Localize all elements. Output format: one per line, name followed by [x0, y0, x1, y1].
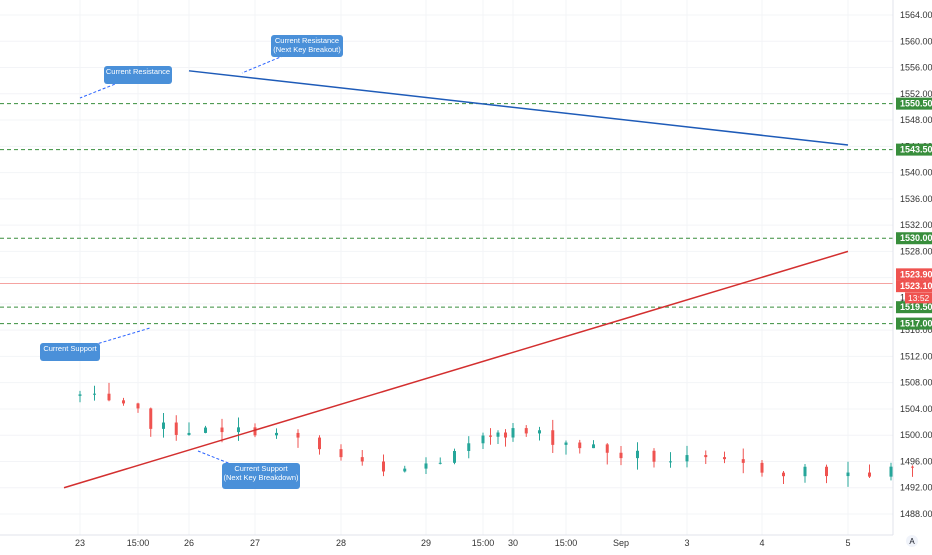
candle-body [318, 438, 321, 450]
level-price-label: 1530.00 [900, 233, 932, 243]
candle-body [162, 423, 165, 429]
candle-body [137, 403, 140, 408]
candle-body [149, 408, 152, 428]
candle-body [275, 433, 278, 435]
auto-scale-label[interactable]: A [909, 537, 915, 546]
y-tick-label: 1540.00 [900, 168, 932, 178]
candle-body [453, 451, 456, 463]
y-tick-label: 1560.00 [900, 36, 932, 46]
candle-body [525, 428, 528, 433]
candle-body [79, 394, 82, 395]
candle-body [704, 455, 707, 457]
candle-body [825, 467, 828, 476]
callout-text: Current Resistance [275, 36, 339, 45]
x-tick-label: 28 [336, 538, 346, 548]
candle-body [361, 457, 364, 461]
candle-body [592, 444, 595, 448]
candle-body [382, 461, 385, 471]
candle-body [175, 423, 178, 435]
candle-body [221, 428, 224, 433]
x-tick-label: 5 [845, 538, 850, 548]
candle-body [868, 473, 871, 477]
x-tick-label: 3 [684, 538, 689, 548]
callout-text: Current Support [234, 464, 288, 473]
candle-body [497, 433, 500, 437]
x-tick-label: 27 [250, 538, 260, 548]
x-tick-label: 23 [75, 538, 85, 548]
candle-body [890, 467, 893, 477]
candle-body [297, 433, 300, 438]
candle-body [439, 463, 442, 464]
candle-body [636, 451, 639, 458]
y-tick-label: 1528.00 [900, 246, 932, 256]
y-tick-label: 1488.00 [900, 509, 932, 519]
candle-body [653, 451, 656, 462]
x-tick-label: Sep [613, 538, 629, 548]
y-tick-label: 1492.00 [900, 483, 932, 493]
candle-body [911, 467, 914, 468]
candle-body [512, 428, 515, 437]
candle-body [237, 427, 240, 432]
candle-body [122, 400, 125, 403]
current-price-label: 1523.10 [900, 281, 932, 291]
y-tick-label: 1536.00 [900, 194, 932, 204]
y-tick-label: 1496.00 [900, 456, 932, 466]
x-tick-label: 15:00 [555, 538, 578, 548]
x-tick-label: 4 [759, 538, 764, 548]
candle-body [578, 443, 581, 449]
candle-body [489, 436, 492, 437]
candle-body [782, 473, 785, 477]
x-tick-label: 15:00 [127, 538, 150, 548]
candle-body [723, 457, 726, 459]
callout-text: Current Support [43, 344, 97, 353]
x-tick-label: 30 [508, 538, 518, 548]
candle-body [467, 443, 470, 451]
candle-body [204, 428, 207, 433]
candle-body [403, 469, 406, 472]
candle-body [538, 430, 541, 433]
candle-body [504, 433, 507, 438]
y-tick-label: 1564.00 [900, 10, 932, 20]
candle-body [620, 453, 623, 458]
y-tick-label: 1532.00 [900, 220, 932, 230]
candle-body [108, 394, 111, 401]
y-tick-label: 1552.00 [900, 89, 932, 99]
level-price-label: 1543.50 [900, 145, 932, 155]
y-tick-label: 1500.00 [900, 430, 932, 440]
countdown-label: 13:52 [908, 293, 930, 303]
x-tick-label: 15:00 [472, 538, 495, 548]
auto-scale-button[interactable]: A [906, 535, 918, 547]
y-tick-label: 1512.00 [900, 351, 932, 361]
candle-body [93, 394, 96, 395]
y-tick-label: 1556.00 [900, 63, 932, 73]
x-tick-label: 29 [421, 538, 431, 548]
callout-text: Current Resistance [106, 67, 170, 76]
level-price-label: 1517.00 [900, 319, 932, 329]
candle-body [804, 467, 807, 476]
level-price-label: 1519.50 [900, 302, 932, 312]
y-tick-label: 1508.00 [900, 378, 932, 388]
x-tick-label: 26 [184, 538, 194, 548]
y-tick-label: 1504.00 [900, 404, 932, 414]
candle-body [340, 449, 343, 457]
level-price-label: 1550.50 [900, 99, 932, 109]
callout-text: (Next Key Breakout) [273, 45, 341, 54]
candle-body [686, 455, 689, 461]
candle-body [551, 430, 554, 445]
y-tick-label: 1548.00 [900, 115, 932, 125]
candle-body [425, 463, 428, 468]
candle-body [742, 459, 745, 463]
candle-body [606, 444, 609, 452]
candle-body [847, 473, 850, 477]
callout-text: (Next Key Breakdown) [223, 473, 299, 482]
candle-body [669, 461, 672, 462]
candle-body [761, 463, 764, 473]
candle-body [482, 436, 485, 444]
candle-body [254, 427, 257, 435]
high-price-label: 1523.90 [900, 269, 932, 279]
candle-body [565, 443, 568, 445]
candle-body [188, 433, 191, 435]
